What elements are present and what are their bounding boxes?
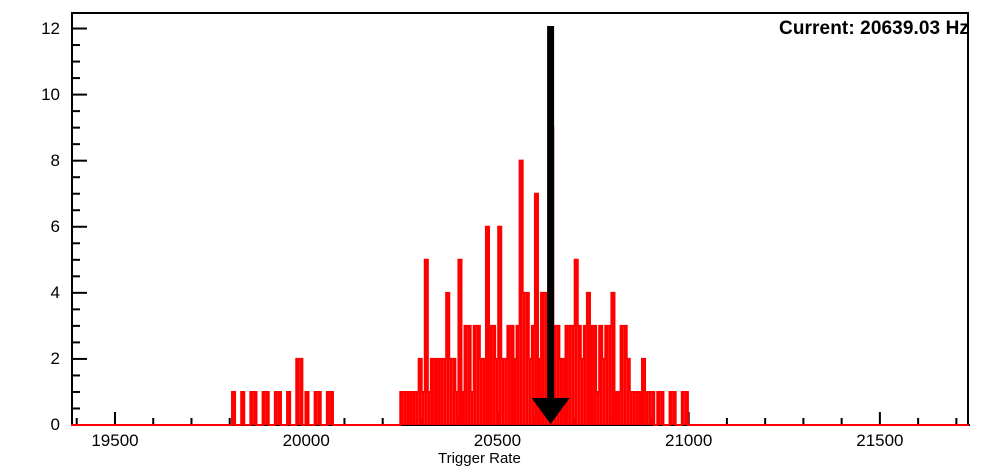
y-tick-label: 12 <box>41 18 60 38</box>
y-tick-label: 8 <box>50 150 60 170</box>
current-value-arrow <box>531 26 570 424</box>
y-tick-label: 2 <box>50 348 60 368</box>
x-tick-label: 20500 <box>473 431 522 450</box>
histogram-series <box>71 126 969 426</box>
y-tick-label: 4 <box>50 282 60 302</box>
y-tick-label: 6 <box>50 216 60 236</box>
x-tick-label: 21500 <box>856 431 904 450</box>
x-axis-title: Trigger Rate <box>438 450 521 467</box>
plot-frame <box>71 12 969 425</box>
y-axis-ticks <box>71 27 87 426</box>
y-tick-label: 10 <box>41 84 60 104</box>
current-value-label: Current: 20639.03 Hz <box>779 18 969 39</box>
x-tick-label: 19500 <box>91 431 139 450</box>
y-tick-label: 0 <box>50 415 60 434</box>
x-tick-label: 20000 <box>282 431 330 450</box>
x-tick-label: 21000 <box>665 431 713 450</box>
